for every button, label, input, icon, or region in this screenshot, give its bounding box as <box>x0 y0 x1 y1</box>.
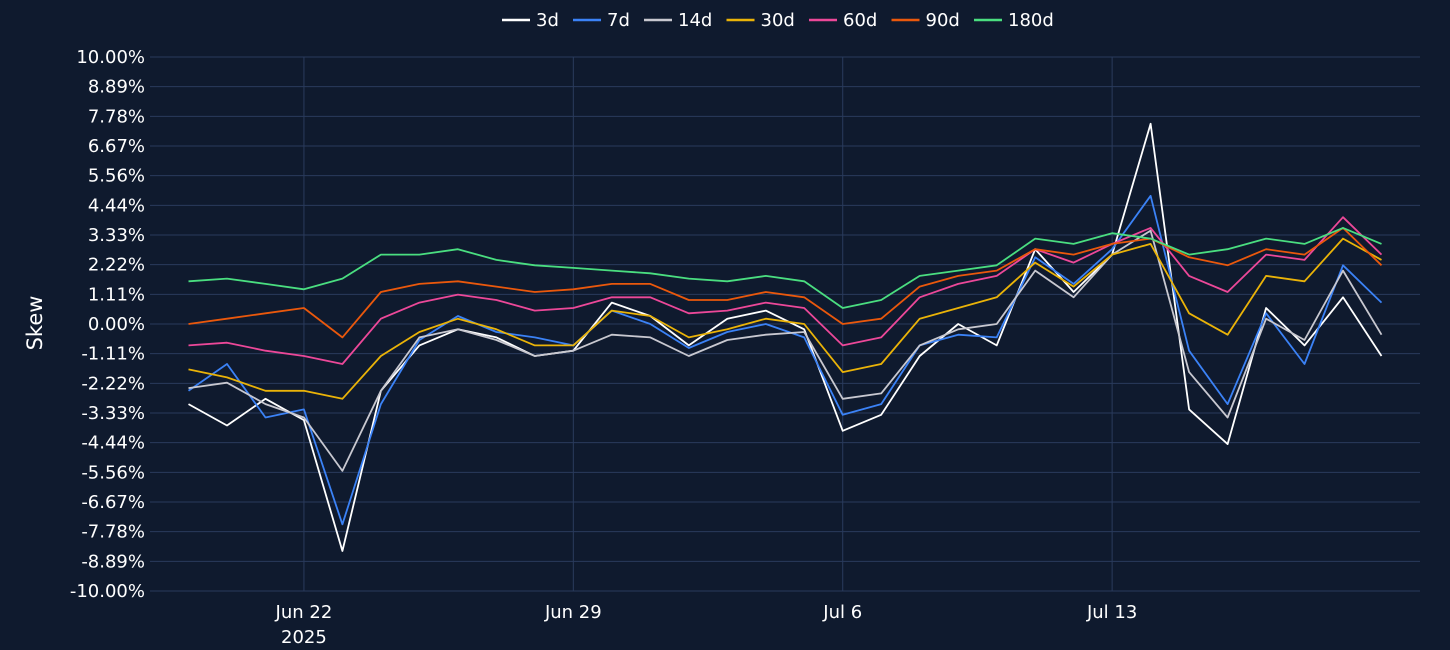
y-tick-label: 8.89% <box>88 77 145 98</box>
x-axis-ticks: Jun 22 2025 Jun 29 Jul 6 Jul 13 <box>275 602 1138 648</box>
x-tick-label: Jul 6 <box>822 602 862 623</box>
legend-item-3d[interactable]: 3d <box>502 10 559 31</box>
y-axis-ticks: 10.00% 8.89% 7.78% 6.67% 5.56% 4.44% 3.33% 2.22… <box>70 47 145 602</box>
legend[interactable]: 3d 7d 14d 30d 60d 90d 180d <box>502 10 1054 31</box>
y-tick-label: 0.00% <box>88 314 145 335</box>
legend-label: 180d <box>1008 10 1054 31</box>
y-tick-label: -2.22% <box>81 373 145 394</box>
legend-label: 90d <box>926 10 960 31</box>
y-tick-label: -3.33% <box>81 403 145 424</box>
series-lines <box>187 122 1383 552</box>
x-tick-label: Jun 29 <box>544 602 602 623</box>
series-line-14d <box>188 229 1383 472</box>
y-tick-label: -4.44% <box>81 433 145 454</box>
series-line-30d <box>188 237 1382 400</box>
legend-label: 30d <box>761 10 795 31</box>
legend-item-60d[interactable]: 60d <box>809 10 877 31</box>
y-axis-label: Skew <box>23 296 47 351</box>
legend-item-7d[interactable]: 7d <box>573 10 630 31</box>
series-line-7d <box>187 194 1383 526</box>
x-tick-label: Jul 13 <box>1086 602 1137 623</box>
x-tick-label: Jun 22 <box>275 602 333 623</box>
legend-label: 3d <box>536 10 559 31</box>
legend-label: 7d <box>607 10 630 31</box>
y-tick-label: -6.67% <box>81 492 145 513</box>
legend-label: 60d <box>843 10 877 31</box>
legend-item-180d[interactable]: 180d <box>974 10 1054 31</box>
y-tick-label: -1.11% <box>81 344 145 365</box>
legend-item-90d[interactable]: 90d <box>891 10 960 31</box>
legend-item-14d[interactable]: 14d <box>644 10 712 31</box>
series-line-180d <box>188 226 1382 309</box>
y-tick-label: -10.00% <box>70 581 145 602</box>
y-tick-label: -7.78% <box>81 522 145 543</box>
y-tick-label: 5.56% <box>88 166 145 187</box>
y-tick-label: -8.89% <box>81 551 145 572</box>
grid-lines <box>150 56 1420 592</box>
y-tick-label: 6.67% <box>88 136 145 157</box>
y-tick-label: 10.00% <box>76 47 145 68</box>
y-tick-label: -5.56% <box>81 462 145 483</box>
y-tick-label: 2.22% <box>88 255 145 276</box>
legend-label: 14d <box>678 10 712 31</box>
x-tick-sublabel: 2025 <box>281 627 327 648</box>
series-line-60d <box>188 216 1383 365</box>
y-tick-label: 1.11% <box>88 284 145 305</box>
y-tick-label: 7.78% <box>88 106 145 127</box>
y-tick-label: 3.33% <box>88 225 145 246</box>
series-line-90d <box>188 226 1383 339</box>
y-tick-label: 4.44% <box>88 195 145 216</box>
legend-item-30d[interactable]: 30d <box>726 10 795 31</box>
